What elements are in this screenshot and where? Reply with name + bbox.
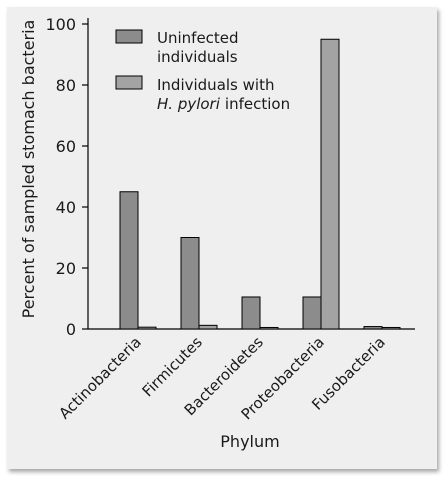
x-axis-label: Phylum: [220, 432, 279, 451]
bar-proteobacteria-series-1: [302, 296, 322, 330]
y-ticks: 0 20 40 60 80 100: [45, 15, 88, 339]
chart-frame: [7, 7, 437, 469]
y-tick-label: 20: [56, 259, 76, 278]
y-tick-label: 0: [66, 320, 76, 339]
bar-firmicutes-series-1: [180, 237, 200, 330]
legend-label-uninfected-line2: individuals: [157, 48, 238, 66]
bar-bacteroidetes-series-1: [241, 296, 261, 330]
x-tick-label-actinobacteria: Actinobacteria: [55, 333, 145, 423]
legend-swatch-infected: [115, 75, 143, 90]
legend-label-uninfected-line1: Uninfected: [157, 29, 239, 47]
bar-fusobacteria-series-2: [381, 326, 401, 330]
y-tick-label: 80: [56, 76, 76, 95]
bar-bacteroidetes-series-2: [259, 326, 279, 330]
bar-actinobacteria-series-1: [119, 191, 139, 330]
legend-label-infected-species: H. pylori: [157, 95, 221, 113]
bar-proteobacteria-series-2: [320, 38, 340, 330]
bar-firmicutes-series-2: [198, 324, 218, 330]
legend-label-infected-line2: H. pylori infection: [157, 95, 290, 113]
bars: [119, 38, 401, 330]
bar-fusobacteria-series-1: [363, 326, 383, 330]
legend-label-infected-word: infection: [225, 95, 290, 113]
y-axis-label: Percent of sampled stomach bacteria: [19, 20, 38, 319]
y-tick-label: 40: [56, 198, 76, 217]
legend-swatch-uninfected: [115, 29, 143, 44]
bar-actinobacteria-series-2: [137, 326, 157, 330]
y-tick-label: 60: [56, 137, 76, 156]
x-tick-labels: ActinobacteriaFirmicutesBacteroidetesPro…: [55, 333, 389, 423]
legend: Uninfected individuals Individuals with …: [115, 29, 290, 113]
legend-label-infected-line1: Individuals with: [157, 76, 274, 94]
y-tick-label: 100: [45, 15, 76, 34]
